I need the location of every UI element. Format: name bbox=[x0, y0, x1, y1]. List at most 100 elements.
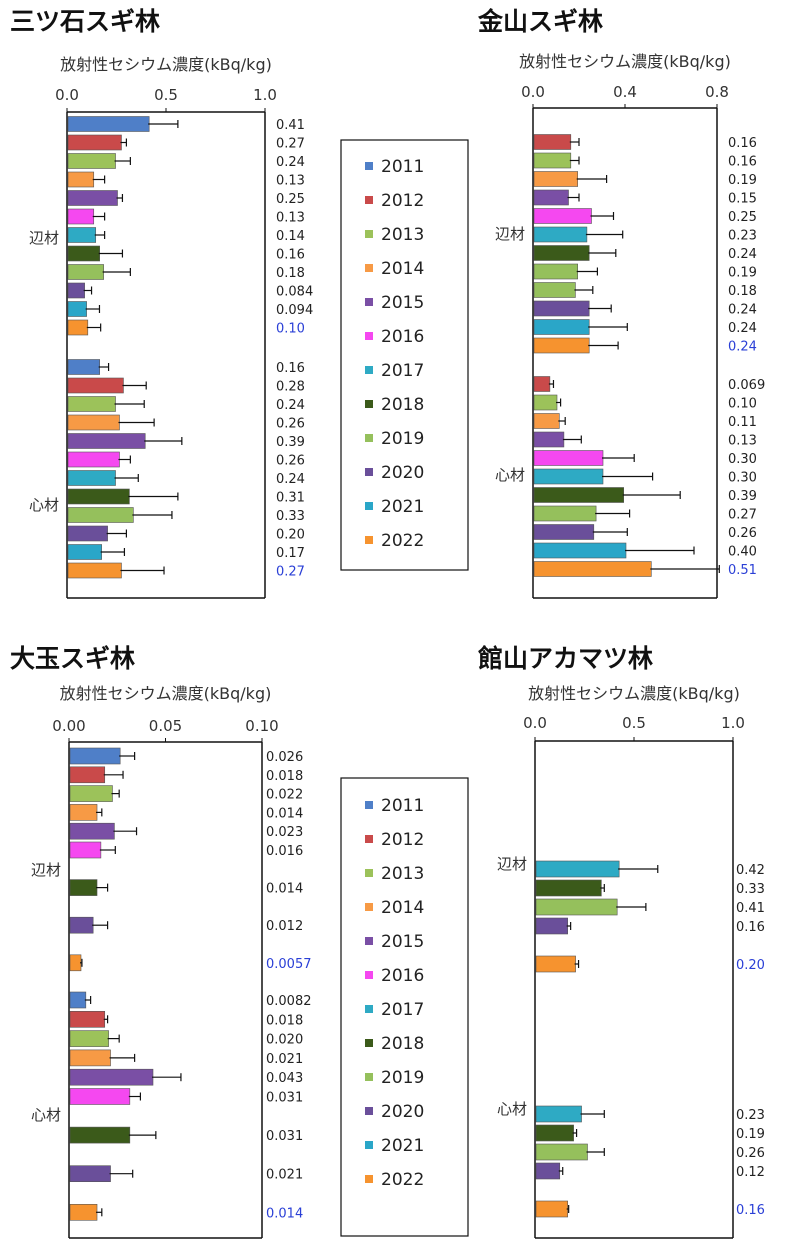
data-label: 0.020 bbox=[266, 1033, 303, 1048]
legend-swatch bbox=[365, 801, 373, 809]
bar bbox=[67, 190, 118, 206]
data-label: 0.27 bbox=[276, 565, 305, 580]
bar bbox=[67, 264, 104, 280]
data-label: 0.20 bbox=[736, 958, 765, 973]
data-label: 0.069 bbox=[728, 378, 765, 393]
legend-swatch bbox=[365, 230, 373, 238]
bar bbox=[535, 1200, 568, 1218]
bar bbox=[67, 433, 146, 449]
legend-entry: 2021 bbox=[381, 497, 424, 517]
bar bbox=[69, 916, 94, 934]
legend-entry: 2015 bbox=[381, 932, 424, 952]
bar bbox=[67, 470, 116, 486]
data-label: 0.13 bbox=[276, 174, 305, 189]
bar bbox=[533, 300, 590, 317]
bar bbox=[69, 879, 98, 896]
data-label: 0.10 bbox=[276, 322, 305, 337]
bar bbox=[533, 561, 652, 577]
data-label: 0.014 bbox=[266, 1206, 303, 1221]
legend-entry: 2012 bbox=[381, 191, 424, 211]
bar bbox=[533, 394, 558, 411]
bar bbox=[535, 917, 568, 935]
bar bbox=[535, 1124, 574, 1142]
legend-entry: 2015 bbox=[381, 293, 424, 313]
data-label: 0.39 bbox=[276, 435, 305, 450]
bar bbox=[533, 542, 627, 559]
bar bbox=[533, 282, 576, 298]
data-label: 0.33 bbox=[276, 509, 305, 524]
data-label: 0.031 bbox=[266, 1091, 303, 1106]
data-label: 0.14 bbox=[276, 229, 305, 244]
legend-swatch bbox=[365, 264, 373, 272]
data-label: 0.24 bbox=[728, 340, 757, 355]
data-label: 0.41 bbox=[736, 901, 765, 916]
bar bbox=[69, 1049, 111, 1067]
x-tick-label: 0.0 bbox=[521, 83, 545, 101]
bar bbox=[533, 208, 592, 224]
legend-swatch bbox=[365, 971, 373, 979]
x-axis-label: 放射性セシウム濃度(kBq/kg) bbox=[519, 52, 731, 71]
legend-entry: 2018 bbox=[381, 1034, 424, 1054]
data-label: 0.094 bbox=[276, 303, 313, 318]
data-label: 0.24 bbox=[276, 155, 305, 170]
legend-entry: 2011 bbox=[381, 796, 424, 816]
legend-entry: 2020 bbox=[381, 1102, 424, 1122]
bar bbox=[535, 898, 618, 916]
bar bbox=[69, 1068, 154, 1086]
data-label: 0.16 bbox=[736, 1203, 765, 1218]
bar bbox=[67, 301, 87, 317]
bar bbox=[533, 431, 565, 448]
group-label: 辺材 bbox=[497, 855, 527, 873]
data-label: 0.031 bbox=[266, 1129, 303, 1144]
data-label: 0.26 bbox=[728, 526, 757, 541]
bar bbox=[69, 991, 87, 1009]
group-label: 辺材 bbox=[29, 229, 59, 247]
data-label: 0.42 bbox=[736, 863, 765, 878]
data-label: 0.016 bbox=[266, 844, 303, 859]
x-tick-label: 0.4 bbox=[613, 83, 637, 101]
x-axis-label: 放射性セシウム濃度(kBq/kg) bbox=[60, 55, 272, 74]
legend-entry: 2014 bbox=[381, 259, 424, 279]
panel-title: 館山アカマツ林 bbox=[478, 644, 653, 673]
data-label: 0.25 bbox=[728, 210, 757, 225]
bar bbox=[67, 319, 89, 336]
bar bbox=[533, 468, 604, 485]
data-label: 0.16 bbox=[276, 361, 305, 376]
group-label: 辺材 bbox=[495, 225, 525, 243]
bar bbox=[67, 562, 122, 579]
bar bbox=[67, 227, 97, 243]
bar bbox=[69, 747, 121, 765]
data-label: 0.27 bbox=[276, 137, 305, 152]
legend-swatch bbox=[365, 903, 373, 911]
data-label: 0.014 bbox=[266, 806, 303, 821]
data-label: 0.18 bbox=[276, 266, 305, 281]
bar bbox=[533, 487, 624, 503]
bar bbox=[69, 1126, 131, 1144]
x-tick-label: 0.5 bbox=[622, 714, 646, 732]
data-label: 0.31 bbox=[276, 491, 305, 506]
data-label: 0.24 bbox=[276, 472, 305, 487]
bar bbox=[67, 208, 95, 225]
legend-entry: 2018 bbox=[381, 395, 424, 415]
x-tick-label: 1.0 bbox=[253, 86, 277, 104]
data-label: 0.30 bbox=[728, 471, 757, 486]
data-label: 0.24 bbox=[728, 321, 757, 336]
legend-entry: 2017 bbox=[381, 1000, 424, 1020]
data-label: 0.15 bbox=[728, 192, 757, 207]
legend-entry: 2011 bbox=[381, 157, 424, 177]
data-label: 0.16 bbox=[276, 248, 305, 263]
bar bbox=[535, 1143, 588, 1161]
data-label: 0.19 bbox=[728, 173, 757, 188]
data-label: 0.26 bbox=[736, 1146, 765, 1161]
bar bbox=[69, 1088, 131, 1105]
x-axis-label: 放射性セシウム濃度(kBq/kg) bbox=[528, 684, 740, 703]
x-tick-label: 0.0 bbox=[523, 714, 547, 732]
bar bbox=[69, 766, 106, 784]
legend-entry: 2013 bbox=[381, 225, 424, 245]
data-label: 0.16 bbox=[736, 920, 765, 935]
data-label: 0.18 bbox=[728, 284, 757, 299]
data-label: 0.26 bbox=[276, 454, 305, 469]
legend-entry: 2022 bbox=[381, 1170, 424, 1190]
bar bbox=[533, 226, 588, 243]
group-label: 心材 bbox=[29, 496, 59, 514]
